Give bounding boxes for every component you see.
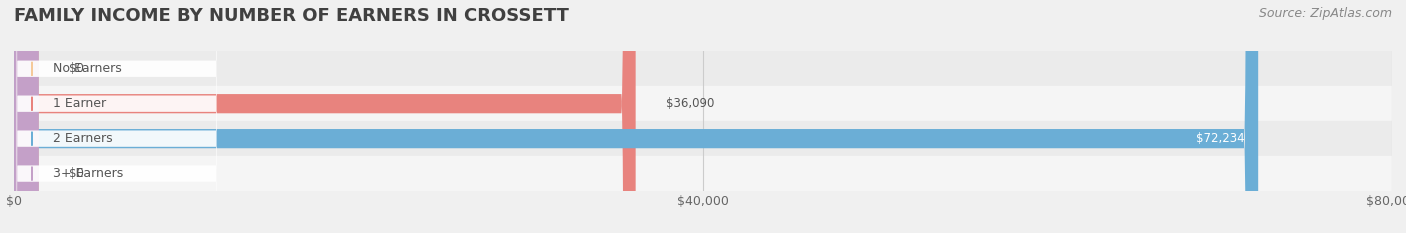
FancyBboxPatch shape	[14, 0, 39, 233]
Text: 2 Earners: 2 Earners	[52, 132, 112, 145]
Text: FAMILY INCOME BY NUMBER OF EARNERS IN CROSSETT: FAMILY INCOME BY NUMBER OF EARNERS IN CR…	[14, 7, 569, 25]
FancyBboxPatch shape	[14, 0, 636, 233]
Text: 1 Earner: 1 Earner	[52, 97, 105, 110]
Text: $0: $0	[69, 62, 84, 75]
Text: $0: $0	[69, 167, 84, 180]
Text: $36,090: $36,090	[666, 97, 714, 110]
FancyBboxPatch shape	[17, 0, 217, 233]
FancyBboxPatch shape	[14, 0, 1258, 233]
FancyBboxPatch shape	[17, 0, 217, 233]
Text: No Earners: No Earners	[52, 62, 121, 75]
Bar	[14, 121, 1392, 156]
FancyBboxPatch shape	[17, 0, 217, 233]
Bar	[14, 156, 1392, 191]
Text: 3+ Earners: 3+ Earners	[52, 167, 122, 180]
FancyBboxPatch shape	[14, 0, 39, 233]
Text: $72,234: $72,234	[1195, 132, 1244, 145]
Bar	[14, 86, 1392, 121]
FancyBboxPatch shape	[17, 0, 217, 233]
Bar	[14, 51, 1392, 86]
Text: Source: ZipAtlas.com: Source: ZipAtlas.com	[1258, 7, 1392, 20]
